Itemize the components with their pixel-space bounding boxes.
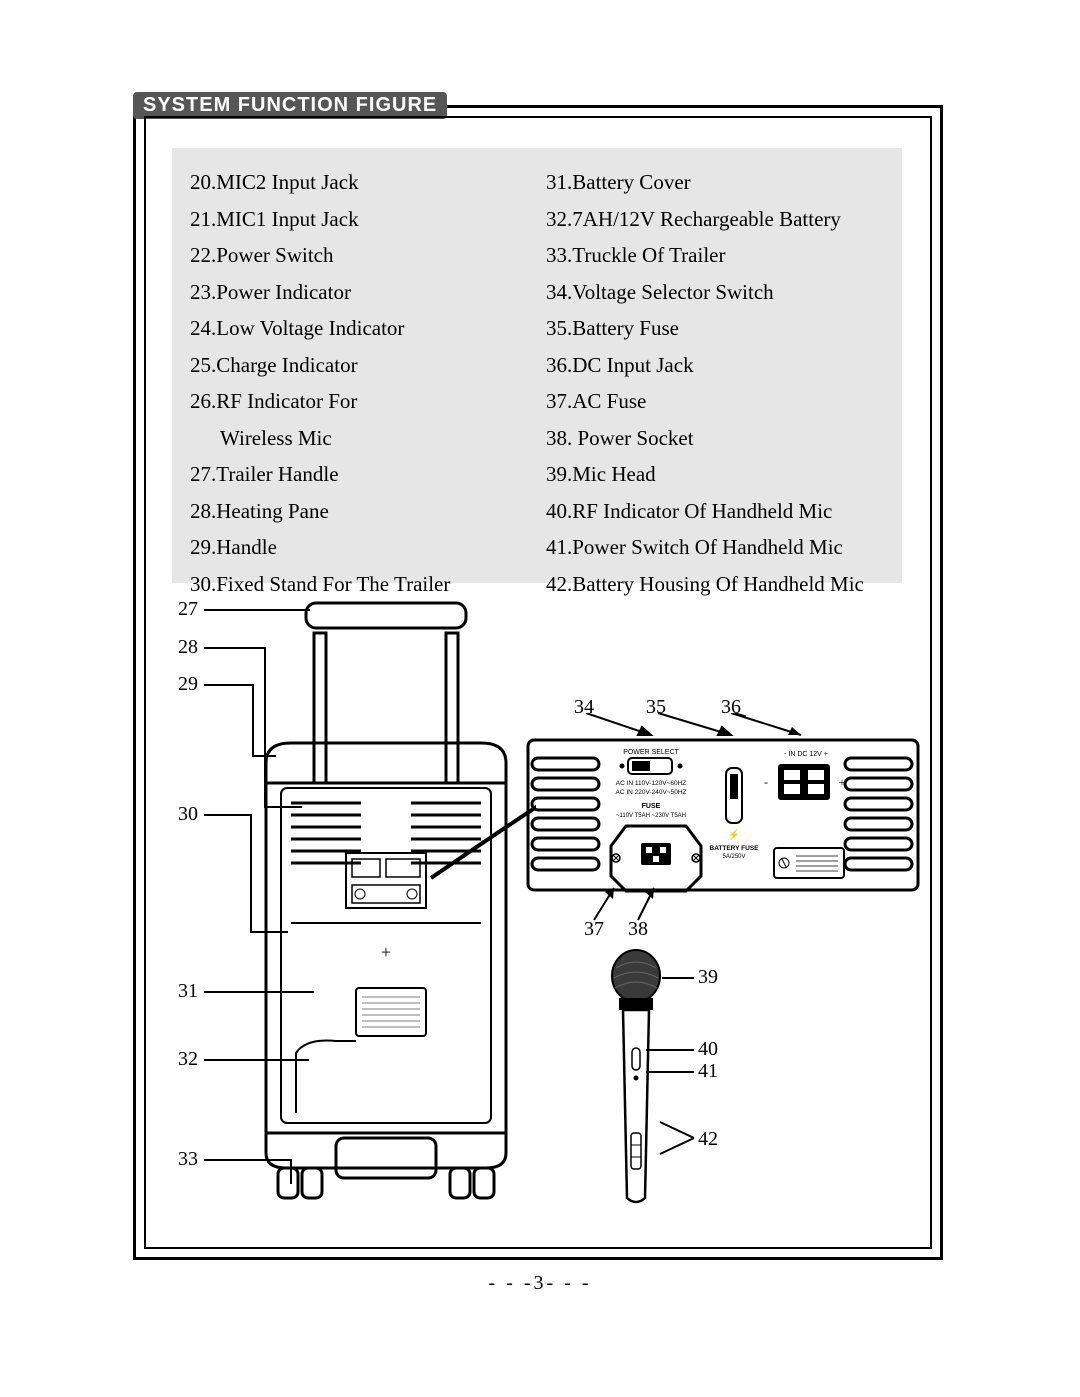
callout-32: 32 [178, 1048, 198, 1071]
lead-32 [204, 1059, 309, 1061]
legend-item: 35.Battery Fuse [546, 310, 884, 347]
fuse-label: FUSE [642, 803, 661, 810]
callout-41: 41 [698, 1060, 718, 1083]
legend-item: 26.RF Indicator For [190, 383, 528, 420]
legend-item: 22.Power Switch [190, 237, 528, 274]
lead-28 [204, 647, 266, 649]
legend-item: 33.Truckle Of Trailer [546, 237, 884, 274]
arrow36 [721, 713, 821, 743]
batt-fuse-label: BATTERY FUSE [710, 845, 760, 852]
section-title-badge: SYSTEM FUNCTION FIGURE [133, 92, 447, 119]
page-number: - - -3- - - [0, 1272, 1080, 1295]
lead-28h [264, 806, 302, 808]
lead-31 [204, 991, 314, 993]
lead-30v [250, 814, 252, 932]
svg-text:⚡: ⚡ [728, 828, 740, 841]
lead-27 [204, 609, 310, 611]
batt-fuse-val: 5A/250V [722, 854, 745, 860]
callout-28: 28 [178, 636, 198, 659]
lead-33 [204, 1159, 292, 1161]
callout-40: 40 [698, 1038, 718, 1061]
speaker-back-diagram: + [236, 593, 536, 1213]
legend-item: 37.AC Fuse [546, 383, 884, 420]
callout-42: 42 [698, 1128, 718, 1151]
lead-29v [252, 684, 254, 756]
dc-label: - IN DC 12V + [784, 751, 828, 758]
callout-33: 33 [178, 1148, 198, 1171]
legend-item: 34.Voltage Selector Switch [546, 274, 884, 311]
legend-item: 38. Power Socket [546, 420, 884, 457]
page: SYSTEM FUNCTION FIGURE 20.MIC2 Input Jac… [0, 0, 1080, 1397]
lead-41 [646, 1071, 694, 1073]
microphone-diagram [601, 948, 671, 1208]
power-panel-diagram: POWER SELECT AC IN 110V-120V~60HZ AC IN … [526, 728, 921, 908]
legend-item: 27.Trailer Handle [190, 456, 528, 493]
power-select-label: POWER SELECT [623, 749, 679, 756]
svg-text:-: - [764, 775, 768, 789]
lead-42 [640, 1120, 696, 1160]
bottom-arrows [584, 886, 664, 922]
legend-item: 32.7AH/12V Rechargeable Battery [546, 201, 884, 238]
lead-30 [204, 814, 252, 816]
legend-item: 41.Power Switch Of Handheld Mic [546, 529, 884, 566]
ac-line1: AC IN 110V-120V~60HZ [616, 780, 687, 787]
legend-box: 20.MIC2 Input Jack 21.MIC1 Input Jack 22… [172, 148, 902, 583]
fuse-spec: ~110V T5AH ~230V T5AH [616, 813, 686, 819]
legend-item: 20.MIC2 Input Jack [190, 164, 528, 201]
svg-text:+: + [381, 942, 391, 962]
legend-item: 24.Low Voltage Indicator [190, 310, 528, 347]
inner-frame: 20.MIC2 Input Jack 21.MIC1 Input Jack 22… [144, 116, 932, 1249]
callout-29: 29 [178, 673, 198, 696]
lead-29 [204, 684, 254, 686]
legend-item: 29.Handle [190, 529, 528, 566]
lead-28v [264, 647, 266, 807]
lead-39 [662, 977, 694, 979]
legend-item: 23.Power Indicator [190, 274, 528, 311]
callout-27: 27 [178, 598, 198, 621]
outer-frame: SYSTEM FUNCTION FIGURE 20.MIC2 Input Jac… [133, 105, 943, 1260]
lead-33v [290, 1159, 292, 1184]
legend-col-left: 20.MIC2 Input Jack 21.MIC1 Input Jack 22… [190, 164, 528, 602]
callout-30: 30 [178, 803, 198, 826]
ac-line2: AC IN 220V-240V~50HZ [616, 789, 687, 796]
callout-31: 31 [178, 980, 198, 1003]
legend-col-right: 31.Battery Cover 32.7AH/12V Rechargeable… [546, 164, 884, 602]
legend-item: 40.RF Indicator Of Handheld Mic [546, 493, 884, 530]
svg-text:+: + [839, 775, 846, 789]
legend-item: 31.Battery Cover [546, 164, 884, 201]
legend-item: 28.Heating Pane [190, 493, 528, 530]
legend-item: 21.MIC1 Input Jack [190, 201, 528, 238]
legend-item-continuation: Wireless Mic [190, 420, 528, 457]
callout-39: 39 [698, 966, 718, 989]
legend-item: 36.DC Input Jack [546, 347, 884, 384]
lead-40 [646, 1049, 694, 1051]
legend-item: 39.Mic Head [546, 456, 884, 493]
diagram-area: + [156, 588, 926, 1238]
legend-columns: 20.MIC2 Input Jack 21.MIC1 Input Jack 22… [190, 164, 884, 602]
lead-30h [250, 931, 288, 933]
lead-29h [252, 755, 276, 757]
legend-item: 25.Charge Indicator [190, 347, 528, 384]
